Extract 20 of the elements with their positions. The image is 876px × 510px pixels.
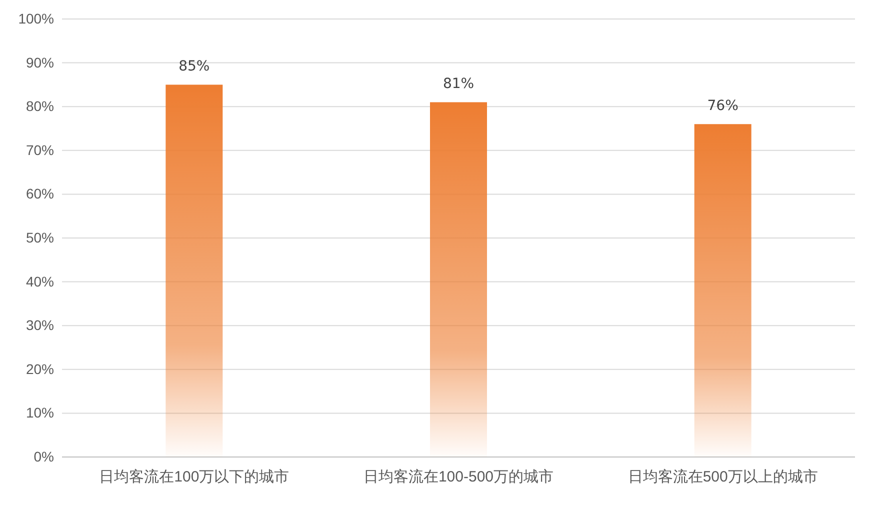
y-tick-label: 60% [26, 186, 54, 202]
y-tick-label: 100% [18, 10, 54, 26]
y-tick-label: 10% [26, 404, 54, 421]
x-tick-label: 日均客流在500万以上的城市 [628, 468, 818, 486]
y-tick-label: 70% [26, 142, 54, 158]
bar [166, 84, 223, 457]
y-tick-label: 40% [26, 273, 54, 290]
x-tick-label: 日均客流在100-500万的城市 [363, 468, 554, 486]
bar [694, 124, 752, 457]
bar [430, 102, 487, 457]
y-tick-label: 90% [26, 54, 54, 70]
y-tick-label: 50% [26, 229, 54, 246]
y-tick-label: 30% [26, 317, 54, 334]
x-tick-label: 日均客流在100万以下的城市 [99, 468, 290, 486]
data-label: 76% [707, 98, 738, 114]
data-label: 85% [178, 58, 210, 75]
y-tick-label: 20% [26, 360, 54, 377]
y-tick-label: 80% [26, 98, 54, 114]
data-label: 81% [442, 76, 474, 92]
y-tick-label: 0% [34, 448, 54, 464]
